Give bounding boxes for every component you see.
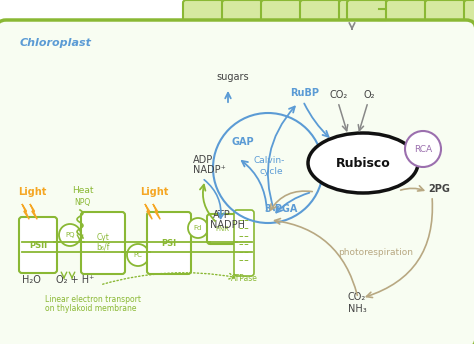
FancyBboxPatch shape bbox=[222, 0, 262, 28]
FancyBboxPatch shape bbox=[19, 217, 57, 273]
Text: Light: Light bbox=[18, 187, 46, 197]
Text: Heat: Heat bbox=[72, 186, 93, 195]
Text: ATP: ATP bbox=[213, 210, 231, 220]
Text: NADPH: NADPH bbox=[210, 220, 245, 230]
Circle shape bbox=[188, 218, 208, 238]
Text: sugars: sugars bbox=[216, 72, 249, 82]
Text: Cyt: Cyt bbox=[97, 234, 109, 243]
Ellipse shape bbox=[308, 133, 418, 193]
FancyBboxPatch shape bbox=[261, 0, 301, 28]
Polygon shape bbox=[145, 204, 152, 219]
Text: Fd: Fd bbox=[194, 225, 202, 231]
Text: CO₂: CO₂ bbox=[348, 292, 366, 302]
Polygon shape bbox=[30, 204, 37, 219]
FancyBboxPatch shape bbox=[386, 0, 426, 28]
Text: O₂ + H⁺: O₂ + H⁺ bbox=[56, 275, 94, 285]
Text: Rubisco: Rubisco bbox=[336, 157, 391, 170]
Text: H₂O: H₂O bbox=[22, 275, 41, 285]
Polygon shape bbox=[22, 204, 29, 219]
Text: PC: PC bbox=[134, 252, 143, 258]
Text: Chloroplast: Chloroplast bbox=[20, 38, 92, 48]
Text: PQ: PQ bbox=[65, 232, 75, 238]
FancyBboxPatch shape bbox=[207, 214, 237, 244]
Text: NH₃: NH₃ bbox=[348, 304, 367, 314]
Text: on thylakoid membrane: on thylakoid membrane bbox=[45, 304, 137, 313]
Circle shape bbox=[59, 224, 81, 246]
Text: 2PG: 2PG bbox=[428, 184, 450, 194]
FancyBboxPatch shape bbox=[464, 0, 474, 28]
FancyBboxPatch shape bbox=[147, 212, 191, 274]
FancyBboxPatch shape bbox=[81, 212, 125, 274]
Text: Light: Light bbox=[140, 187, 168, 197]
Text: NPQ: NPQ bbox=[74, 198, 90, 207]
Text: O₂: O₂ bbox=[364, 90, 375, 100]
Text: photorespiration: photorespiration bbox=[338, 248, 413, 257]
Text: b₆/f: b₆/f bbox=[96, 243, 109, 251]
Text: GAP: GAP bbox=[231, 137, 254, 147]
FancyBboxPatch shape bbox=[234, 210, 254, 276]
Text: CO₂: CO₂ bbox=[330, 90, 348, 100]
FancyBboxPatch shape bbox=[425, 0, 465, 28]
Text: PSI: PSI bbox=[162, 238, 176, 247]
FancyBboxPatch shape bbox=[300, 0, 340, 28]
Text: RCA: RCA bbox=[414, 144, 432, 153]
Text: 3-PGA: 3-PGA bbox=[264, 204, 297, 214]
Text: FNR: FNR bbox=[215, 226, 229, 232]
Text: cycle: cycle bbox=[260, 167, 283, 176]
Text: RuBP: RuBP bbox=[290, 88, 319, 98]
Circle shape bbox=[405, 131, 441, 167]
FancyBboxPatch shape bbox=[347, 0, 387, 28]
FancyBboxPatch shape bbox=[0, 20, 474, 344]
Text: Linear electron transport: Linear electron transport bbox=[45, 295, 141, 304]
Text: ADP: ADP bbox=[193, 155, 213, 165]
Text: NADP⁺: NADP⁺ bbox=[193, 165, 226, 175]
Text: ATPase: ATPase bbox=[230, 274, 257, 283]
Polygon shape bbox=[153, 204, 160, 219]
FancyBboxPatch shape bbox=[339, 0, 379, 28]
Circle shape bbox=[127, 244, 149, 266]
Text: Calvin-: Calvin- bbox=[254, 156, 285, 165]
Text: PSII: PSII bbox=[29, 240, 47, 249]
FancyBboxPatch shape bbox=[183, 0, 223, 28]
